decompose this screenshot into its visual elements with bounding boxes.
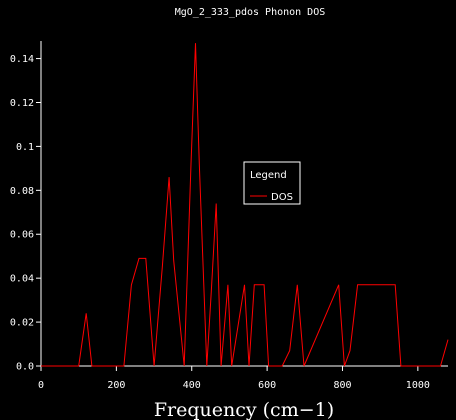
x-tick-label: 0 (38, 380, 44, 391)
y-tick-label: 0.14 (10, 54, 34, 65)
legend: Legend DOS (243, 161, 301, 205)
y-tick-label: 0.0 (16, 362, 34, 373)
x-tick-label: 600 (258, 380, 276, 391)
x-tick-label: 800 (333, 380, 351, 391)
series-line-dos (41, 43, 449, 367)
y-tick-label: 0.1 (16, 142, 34, 153)
y-tick-label: 0.12 (10, 98, 34, 109)
x-tick-label: 400 (183, 380, 201, 391)
legend-entry-dos: DOS (271, 192, 293, 203)
x-axis-label: Frequency (cm−1) (154, 399, 334, 420)
x-tick-label: 200 (107, 380, 125, 391)
x-axis-ticks (40, 366, 419, 371)
legend-title: Legend (250, 170, 287, 181)
x-axis-tick-labels: 0 200 400 600 800 1000 (38, 380, 430, 391)
y-axis-tick-labels: 0.0 0.02 0.04 0.06 0.08 0.1 0.12 0.14 (10, 54, 34, 372)
y-tick-label: 0.02 (10, 318, 34, 329)
x-tick-label: 1000 (406, 380, 430, 391)
y-tick-label: 0.04 (10, 274, 34, 285)
series-layer (41, 43, 449, 367)
y-tick-label: 0.08 (10, 186, 34, 197)
legend-box (243, 161, 301, 205)
y-tick-label: 0.06 (10, 230, 34, 241)
y-axis-ticks (36, 58, 41, 367)
chart-title: MgO_2_333_pdos Phonon DOS (175, 7, 326, 18)
